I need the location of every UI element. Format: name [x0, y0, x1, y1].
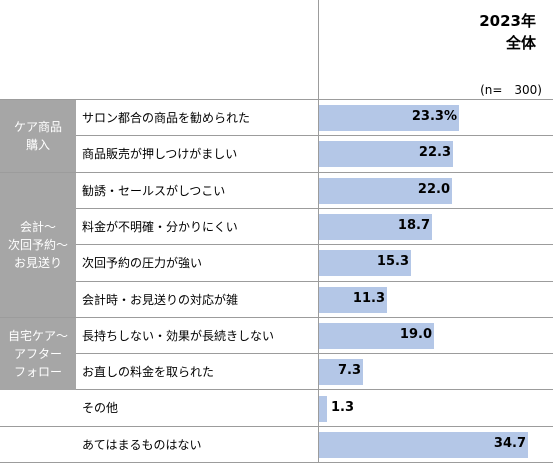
- data-label: 23.3%: [411, 109, 457, 124]
- bar: [319, 141, 453, 167]
- data-label: 7.3: [337, 363, 361, 378]
- category-label: 商品販売が押しつけがましい: [82, 146, 238, 161]
- bar: [319, 359, 363, 385]
- bar: [319, 287, 387, 313]
- data-label: 11.3: [352, 291, 385, 306]
- bar: [319, 396, 327, 422]
- data-label: 22.3: [418, 145, 451, 160]
- group-label: 自宅ケア～ アフター フォロー: [0, 318, 76, 390]
- bar: [319, 178, 452, 204]
- category-label: 勧誘・セールスがしつこい: [82, 183, 226, 198]
- row-divider: [76, 135, 553, 136]
- category-label: 料金が不明確・分かりにくい: [82, 219, 238, 234]
- bar: [319, 432, 528, 458]
- row-divider-top: [0, 99, 553, 100]
- category-label: お直しの料金を取られた: [82, 364, 215, 379]
- category-label: その他: [82, 400, 119, 415]
- row-divider: [76, 208, 553, 209]
- bar: [319, 214, 432, 240]
- data-label: 15.3: [376, 254, 409, 269]
- row-divider: [0, 317, 553, 318]
- category-label: あてはまるものはない: [82, 437, 202, 452]
- bar: [319, 323, 434, 349]
- header-scope: 全体: [505, 34, 536, 52]
- row-divider: [76, 244, 553, 245]
- data-label: 22.0: [417, 182, 450, 197]
- group-label: ケア商品 購入: [0, 100, 76, 172]
- data-label: 18.7: [397, 218, 430, 233]
- row-divider: [0, 426, 553, 427]
- category-label: 次回予約の圧力が強い: [82, 255, 203, 270]
- data-label: 34.7: [493, 436, 526, 451]
- row-divider: [0, 172, 553, 173]
- data-label: 1.3: [331, 400, 355, 415]
- group-label: 会計～ 次回予約～ お見送り: [0, 173, 76, 317]
- header-year: 2023年: [479, 12, 536, 30]
- bar: [319, 250, 411, 276]
- category-label: 会計時・お見送りの対応が雑: [82, 292, 239, 307]
- row-divider: [76, 281, 553, 282]
- plot-divider: [318, 0, 319, 463]
- category-label: サロン都合の商品を勧められた: [82, 110, 251, 125]
- sample-size-note: (n= 300): [480, 83, 542, 97]
- row-divider: [76, 353, 553, 354]
- row-divider: [0, 389, 553, 390]
- data-label: 19.0: [399, 327, 432, 342]
- bar: [319, 105, 459, 131]
- category-label: 長持ちしない・効果が長続きしない: [82, 328, 275, 343]
